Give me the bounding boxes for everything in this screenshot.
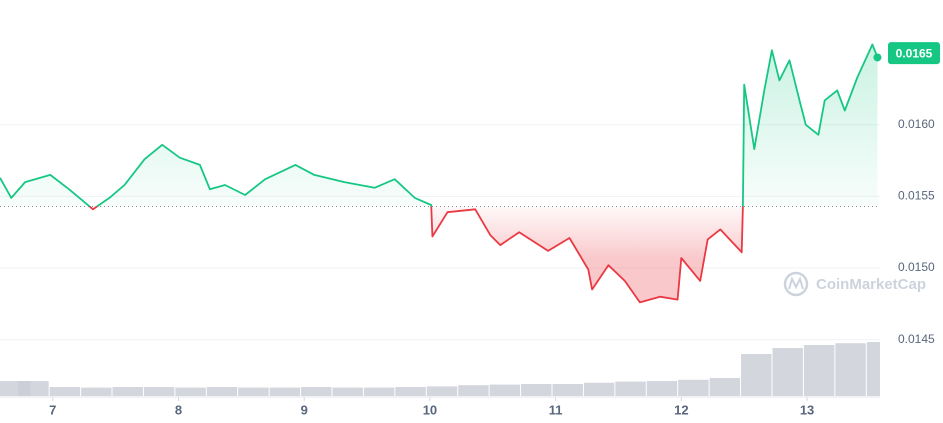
- volume-bar: [301, 387, 332, 396]
- x-tick-label: 9: [301, 402, 308, 417]
- volume-bar: [395, 387, 426, 396]
- price-label-box: [888, 42, 940, 65]
- volume-bar: [615, 381, 646, 396]
- volume-bar: [866, 342, 880, 396]
- x-tick-label: 13: [800, 402, 814, 417]
- volume-bar: [269, 387, 301, 396]
- volume-bar: [175, 387, 206, 396]
- volume-bar: [143, 387, 175, 396]
- y-tick-label: 0.0155: [898, 189, 935, 203]
- y-tick-label: 0.0160: [898, 117, 935, 131]
- volume-bar: [426, 386, 458, 396]
- x-tick-label: 11: [549, 402, 563, 417]
- volume-bar: [238, 387, 269, 396]
- volume-bar: [49, 387, 81, 396]
- volume-bar: [552, 384, 583, 396]
- volume-bar: [772, 348, 803, 396]
- x-tick-label: 10: [423, 402, 437, 417]
- volume-bar: [646, 381, 678, 396]
- price-label: 0.0165: [896, 46, 933, 60]
- x-tick-label: 12: [674, 402, 688, 417]
- volume-bar: [678, 379, 709, 396]
- x-tick-label: 7: [49, 402, 56, 417]
- volume-bar: [835, 343, 866, 396]
- volume-bar: [489, 384, 521, 396]
- volume-bar: [458, 385, 489, 396]
- x-tick-label: 8: [175, 402, 182, 417]
- volume-bar: [709, 378, 741, 396]
- watermark: CoinMarketCap: [783, 271, 926, 297]
- y-tick-label: 0.0145: [898, 332, 935, 346]
- watermark-text: CoinMarketCap: [816, 276, 926, 293]
- volume-bar: [741, 354, 772, 396]
- price-line: [0, 43, 879, 304]
- volume-bar: [521, 384, 552, 396]
- volume-bar: [332, 387, 363, 396]
- volume-bar: [363, 387, 395, 396]
- volume-bar: [803, 345, 835, 396]
- volume-bar: [18, 381, 49, 396]
- volume-bar: [206, 387, 238, 396]
- volume-bar: [583, 382, 615, 396]
- last-point: [873, 53, 882, 62]
- area: [0, 44, 878, 303]
- volume-bar: [112, 387, 143, 396]
- y-tick-label: 0.0150: [898, 260, 935, 274]
- volume-bar: [81, 387, 112, 396]
